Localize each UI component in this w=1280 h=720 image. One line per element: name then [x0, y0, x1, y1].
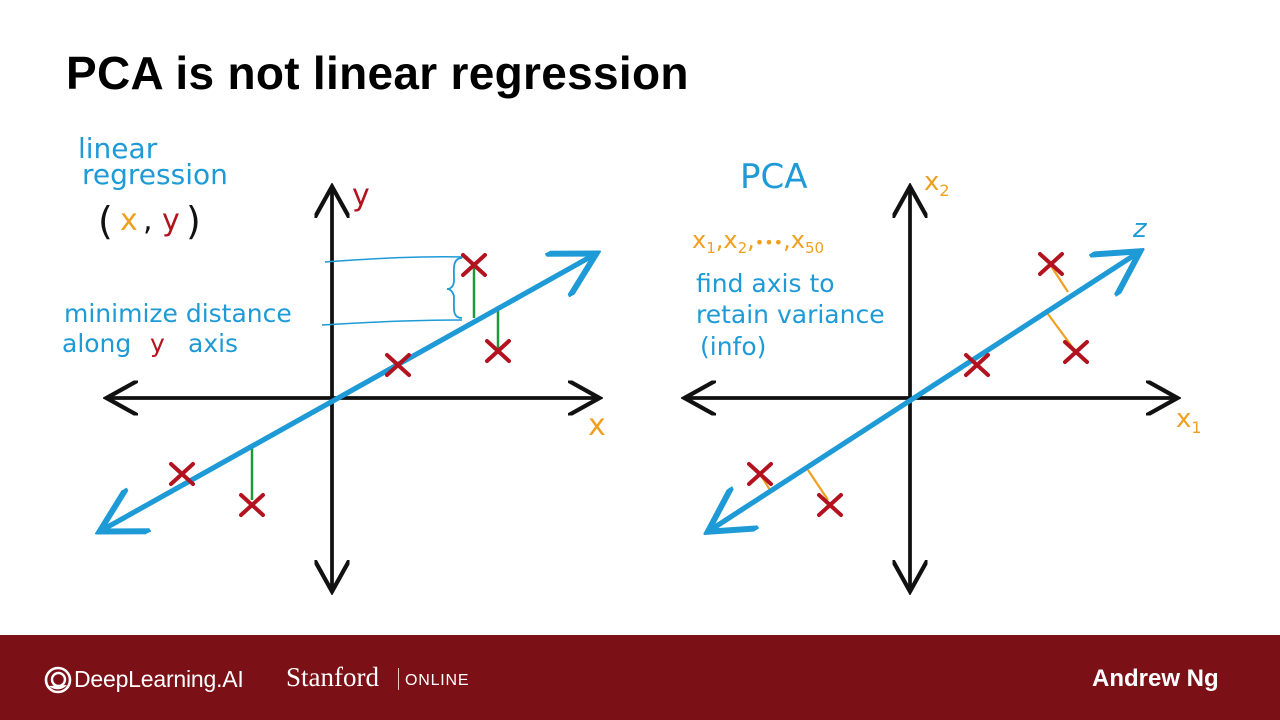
pca-x2-axis-sub: 2 [939, 181, 949, 200]
pca-note-line3: (info) [700, 332, 766, 361]
pair-x-label: x [120, 203, 138, 238]
data-point [747, 462, 773, 486]
feature-x2: x [723, 226, 737, 254]
data-point [964, 353, 990, 377]
pca-note-line1: find axis to [696, 269, 835, 298]
pca-z-axis-label: z [1132, 214, 1148, 244]
feature-x50-sub: 50 [805, 239, 824, 257]
projection-line [1050, 265, 1069, 293]
pca-heading: PCA [740, 157, 808, 197]
stanford-online-suffix: ONLINE [405, 672, 470, 689]
deeplearning-logo-icon [44, 666, 72, 694]
lr-y-axis-label: y [352, 178, 370, 213]
regression-line-neg [104, 253, 594, 529]
author-name: Andrew Ng [1092, 665, 1219, 692]
slide-title: PCA is not linear regression [66, 47, 689, 99]
pair-y-label: y [162, 203, 180, 238]
projection-guide-top [324, 255, 469, 263]
pca-note-line2: retain variance [696, 300, 885, 329]
minimize-note-y: y [150, 329, 165, 358]
feature-x1: x [692, 226, 706, 254]
pca-x1-axis-label: x [1176, 404, 1191, 434]
feature-x50: x [791, 226, 805, 254]
data-point [239, 493, 265, 517]
data-point [485, 339, 511, 363]
feature-list: x1,x2,•••,x50 [692, 226, 824, 257]
lr-x-axis-label: x [588, 408, 606, 443]
brand-separator [398, 668, 399, 690]
linear-regression-heading-line1: linear [78, 132, 158, 165]
distance-brace [446, 257, 463, 319]
projection-guide-bottom [321, 319, 463, 326]
data-point [385, 353, 411, 377]
stanford-brand: Stanford [286, 662, 379, 692]
data-point [461, 253, 487, 277]
data-point [1038, 252, 1064, 276]
feature-x1-sub: 1 [706, 239, 716, 257]
minimize-note-along: along [62, 329, 131, 358]
linear-regression-heading-line2: regression [82, 158, 228, 191]
linear-regression-panel: linear regression ( x , y ) minimize dis… [62, 132, 606, 588]
footer-bar [0, 635, 1280, 720]
data-point [1063, 340, 1089, 364]
pca-panel: PCA x1,x2,•••,x50 find axis to retain va… [688, 157, 1202, 588]
minimize-note-axis: axis [188, 329, 238, 358]
deeplearning-brand: DeepLearning.AI [74, 666, 244, 692]
feature-x2-sub: 2 [738, 239, 748, 257]
pca-x2-axis-label-group: x2 [924, 167, 950, 200]
pca-x2-axis-label: x [924, 167, 939, 197]
pca-x1-axis-label-group: x1 [1176, 404, 1202, 437]
pca-x1-axis-sub: 1 [1191, 418, 1201, 437]
data-point [817, 493, 843, 517]
data-point [169, 462, 195, 486]
diagram-canvas: linear regression ( x , y ) minimize dis… [62, 132, 1202, 635]
principal-axis-neg [712, 251, 1138, 529]
minimize-note-line1: minimize distance [64, 299, 292, 328]
feature-ellipsis: ••• [755, 233, 783, 252]
pair-comma: , [143, 203, 153, 238]
pair-open-paren: ( [98, 199, 113, 243]
projection-line [1044, 309, 1074, 349]
pair-close-paren: ) [186, 199, 201, 243]
projection-line [807, 469, 829, 501]
